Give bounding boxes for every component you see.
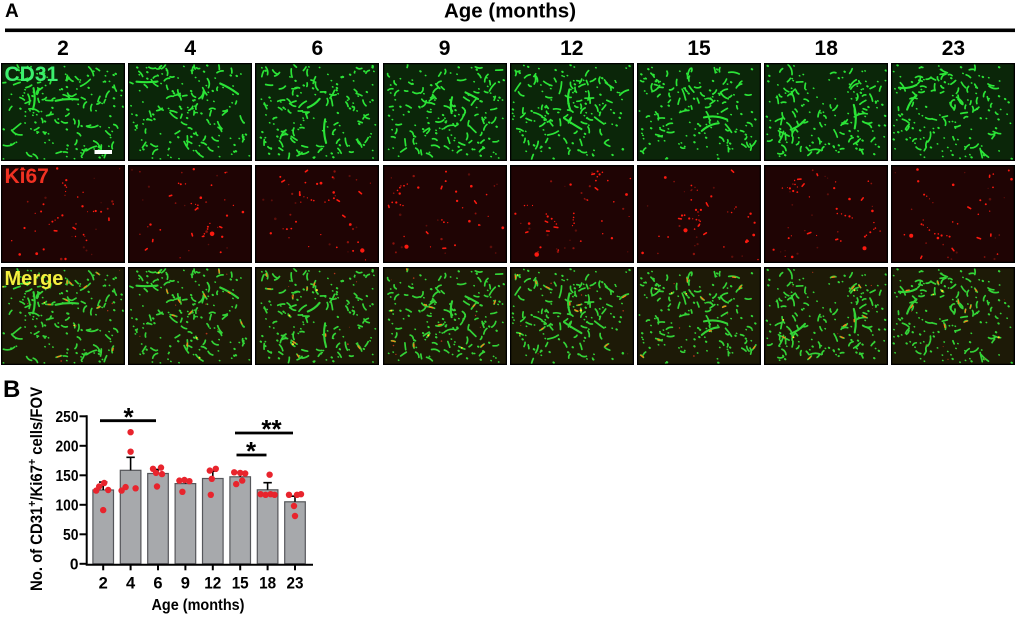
svg-text:2: 2 (57, 37, 69, 60)
svg-text:Age (months): Age (months) (152, 597, 245, 614)
svg-text:Age (months): Age (months) (444, 0, 576, 23)
svg-text:4: 4 (184, 37, 196, 60)
svg-text:9: 9 (439, 37, 451, 60)
svg-text:100: 100 (56, 497, 79, 514)
svg-text:18: 18 (815, 37, 839, 60)
svg-text:15: 15 (232, 575, 249, 593)
svg-text:2: 2 (99, 575, 108, 593)
svg-text:B: B (3, 376, 20, 403)
svg-text:A: A (5, 1, 19, 22)
svg-text:250: 250 (56, 409, 79, 426)
svg-text:4: 4 (126, 575, 136, 593)
svg-text:15: 15 (687, 37, 711, 60)
svg-text:Ki67: Ki67 (5, 165, 49, 188)
svg-text:*: * (246, 436, 257, 466)
svg-text:12: 12 (560, 37, 583, 60)
svg-text:CD31: CD31 (5, 63, 59, 86)
svg-text:0: 0 (70, 556, 79, 573)
svg-text:No. of CD31+/Ki67+ cells/FOV: No. of CD31+/Ki67+ cells/FOV (25, 386, 46, 591)
svg-text:**: ** (261, 414, 282, 444)
svg-text:50: 50 (63, 527, 79, 544)
svg-text:6: 6 (312, 37, 324, 60)
svg-text:23: 23 (287, 575, 304, 593)
svg-text:6: 6 (153, 575, 162, 593)
svg-text:*: * (123, 402, 134, 432)
svg-text:18: 18 (259, 575, 276, 593)
svg-text:150: 150 (56, 468, 79, 485)
svg-text:9: 9 (181, 575, 190, 593)
svg-text:Merge: Merge (5, 268, 64, 290)
svg-text:12: 12 (204, 575, 221, 593)
svg-text:23: 23 (942, 37, 965, 60)
svg-text:200: 200 (56, 438, 79, 455)
